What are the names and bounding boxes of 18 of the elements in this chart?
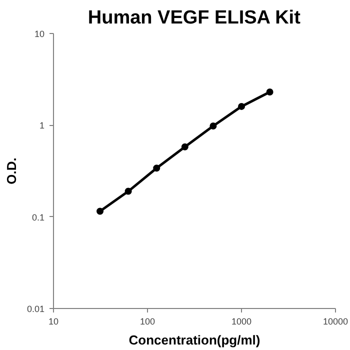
x-axis-title: Concentration(pg/ml) <box>128 332 260 348</box>
x-tick-label: 10000 <box>322 316 348 326</box>
point <box>210 122 217 130</box>
x-tick-label: 10 <box>48 316 59 326</box>
point <box>238 102 245 110</box>
point <box>266 88 274 96</box>
y-tick-label: 0.01 <box>26 304 45 314</box>
y-tick-label: 10 <box>34 29 45 39</box>
x-tick-label: 100 <box>140 316 156 326</box>
point <box>124 188 132 195</box>
chart-title: Human VEGF ELISA Kit <box>88 8 302 28</box>
point <box>153 164 160 172</box>
point <box>96 208 104 215</box>
y-axis-title: O.D. <box>4 158 19 184</box>
point <box>181 143 188 150</box>
y-tick-label: 1 <box>39 120 45 131</box>
y-tick-label: 0.1 <box>32 212 45 222</box>
x-tick-label: 1000 <box>231 316 252 326</box>
